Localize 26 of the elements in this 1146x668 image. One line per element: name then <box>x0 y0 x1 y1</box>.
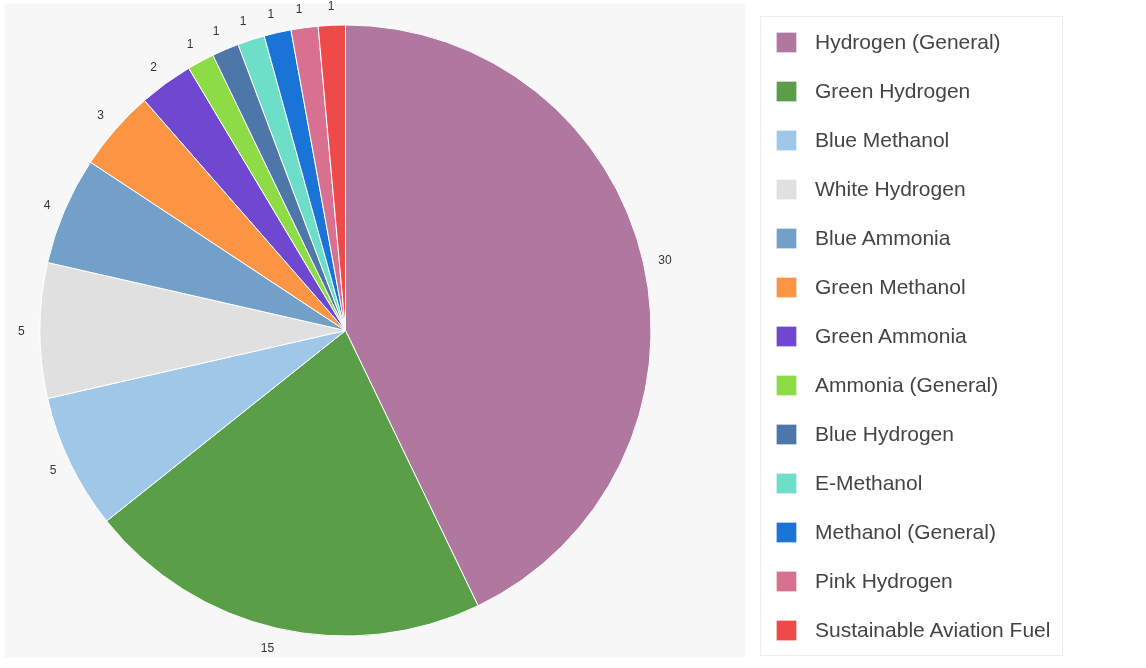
legend-label: Green Ammonia <box>815 324 967 348</box>
legend-label: Ammonia (General) <box>815 373 999 397</box>
data-label: 4 <box>43 197 51 212</box>
legend-label: Pink Hydrogen <box>815 569 953 593</box>
data-label: 1 <box>212 24 220 39</box>
data-label: 3 <box>97 108 105 123</box>
legend-label: Green Hydrogen <box>815 79 971 103</box>
legend-label: Green Methanol <box>815 275 966 299</box>
legend-label: White Hydrogen <box>815 177 966 201</box>
data-label: 5 <box>17 324 25 338</box>
legend-label: Blue Ammonia <box>815 226 951 250</box>
data-label: 5 <box>49 463 57 478</box>
data-label: 15 <box>260 641 275 656</box>
legend-label: Hydrogen (General) <box>815 30 1001 54</box>
legend-label: Sustainable Aviation Fuel <box>815 618 1051 642</box>
legend-label: Blue Hydrogen <box>815 422 954 446</box>
legend-label: E-Methanol <box>815 471 923 495</box>
legend-label: Blue Methanol <box>815 128 950 152</box>
data-label: 2 <box>150 59 158 74</box>
data-label: 1 <box>295 1 303 16</box>
data-label: 30 <box>658 252 672 267</box>
data-label: 1 <box>267 6 275 21</box>
data-label: 1 <box>186 36 194 51</box>
legend-label: Methanol (General) <box>815 520 996 544</box>
data-label: 1 <box>327 0 335 13</box>
data-label: 1 <box>239 14 247 29</box>
